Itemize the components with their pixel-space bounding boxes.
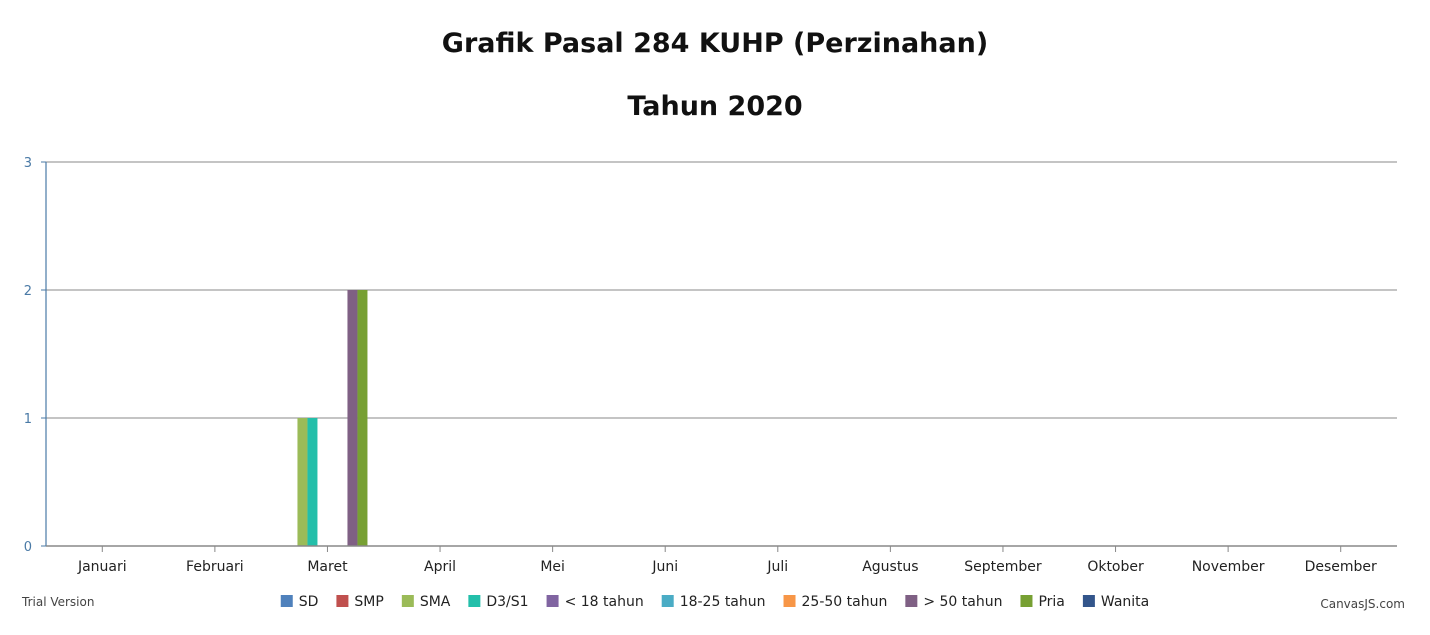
canvasjs-credit-link[interactable]: CanvasJS.com [1320,597,1405,611]
legend-label: < 18 tahun [565,594,644,610]
legend-label: SD [299,594,319,610]
legend-label: 25-50 tahun [802,594,888,610]
legend-item[interactable]: SD [280,594,319,610]
x-tick-label: Agustus [862,559,918,575]
chart-subtitle: Tahun 2020 [627,91,802,122]
bar[interactable] [297,418,308,546]
x-tick-label: Juli [766,559,788,575]
y-tick-label: 0 [24,540,32,555]
legend[interactable]: SD SMP SMA D3/S1 < 18 tahun 18-25 tahun 25-50 … [280,594,1149,610]
legend-swatch [1082,595,1095,607]
bars[interactable] [297,290,368,546]
legend-swatch [661,595,674,607]
trial-version-text: Trial Version [21,595,94,609]
x-tick-label: Januari [77,559,127,575]
y-tick-label: 1 [24,412,32,427]
legend-swatch [905,595,918,607]
bar[interactable] [347,290,358,546]
legend-label: D3/S1 [486,594,528,610]
legend-item[interactable]: 25-50 tahun [783,594,888,610]
x-tick-label: Mei [540,559,565,575]
x-tick-label: April [424,559,456,575]
legend-swatch [280,595,293,607]
legend-label: SMA [420,594,451,610]
x-tick-label: Maret [307,559,348,575]
legend-item[interactable]: < 18 tahun [546,594,644,610]
gridlines [46,161,1397,419]
legend-item[interactable]: 18-25 tahun [661,594,766,610]
legend-swatch [783,595,796,607]
x-tick-label: Oktober [1087,559,1144,575]
x-tick-label: Juni [651,559,678,575]
legend-label: SMP [354,594,383,610]
legend-swatch [546,595,559,607]
legend-swatch [336,595,349,607]
bar[interactable] [307,418,318,546]
x-tick-label: September [964,559,1042,575]
legend-swatch [1020,595,1033,607]
legend-item[interactable]: Wanita [1082,594,1149,610]
legend-label: Wanita [1101,594,1149,610]
legend-item[interactable]: D3/S1 [468,594,529,610]
legend-item[interactable]: > 50 tahun [905,594,1002,610]
legend-label: Pria [1038,594,1064,610]
bar[interactable] [357,290,368,546]
y-tick-label: 3 [24,156,32,171]
y-tick-label: 2 [24,284,32,299]
legend-item[interactable]: Pria [1020,594,1065,610]
legend-item[interactable]: SMP [336,594,384,610]
x-tick-label: Desember [1305,559,1377,575]
legend-label: > 50 tahun [923,594,1002,610]
legend-swatch [401,595,414,607]
axes: 0 1 2 3 Januari Februari Maret April Mei Juni Juli… [24,156,1397,575]
x-tick-label: Februari [186,559,244,575]
legend-item[interactable]: SMA [401,594,451,610]
legend-label: 18-25 tahun [680,594,766,610]
chart-title: Grafik Pasal 284 KUHP (Perzinahan) [442,28,988,59]
legend-swatch [468,595,481,607]
x-tick-label: November [1192,559,1265,575]
